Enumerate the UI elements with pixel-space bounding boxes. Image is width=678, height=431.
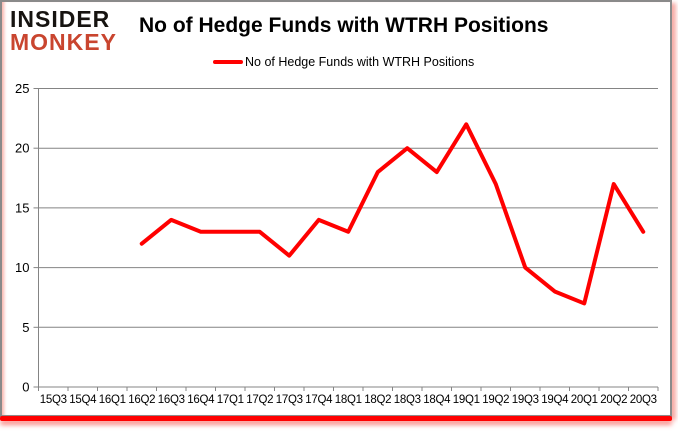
x-tick-label: 18Q4 (423, 394, 451, 406)
x-tick-label: 20Q1 (571, 394, 598, 406)
x-tick-label: 16Q4 (187, 394, 215, 406)
x-tick-label: 15Q3 (40, 394, 67, 406)
chart-title: No of Hedge Funds with WTRH Positions (139, 14, 549, 37)
x-tick-label: 17Q2 (246, 394, 273, 406)
x-tick-label: 17Q3 (276, 394, 303, 406)
y-tick-label: 20 (15, 141, 29, 156)
x-tick-label: 15Q4 (69, 394, 97, 406)
x-tick-label: 19Q4 (541, 394, 569, 406)
y-tick-label: 0 (22, 380, 29, 395)
series-line (139, 122, 646, 306)
x-tick-label: 16Q1 (99, 394, 126, 406)
legend-line-swatch (213, 59, 243, 65)
y-tick-label: 5 (22, 320, 29, 335)
y-tick-label: 25 (15, 81, 29, 96)
x-tick-label: 17Q4 (305, 394, 333, 406)
x-tick-label: 18Q2 (364, 394, 391, 406)
chart-card: 0 5 10 15 20 25 15Q3 15Q4 16Q1 16Q2 16Q3 16Q4 17Q1 17… (0, 0, 672, 417)
x-tick-label: 16Q3 (158, 394, 185, 406)
y-tick-label: 15 (15, 200, 29, 215)
x-tick-label: 17Q1 (217, 394, 244, 406)
logo-text-monkey: MONKEY (10, 28, 117, 55)
x-tick-label: 18Q3 (394, 394, 421, 406)
x-tick-label: 20Q3 (630, 394, 657, 406)
insider-monkey-logo: INSIDER MONKEY (10, 8, 117, 53)
bottom-red-accent-bar (0, 416, 672, 421)
legend-label: No of Hedge Funds with WTRH Positions (245, 55, 475, 69)
x-tick-label: 20Q2 (600, 394, 627, 406)
y-tick-label: 10 (15, 260, 29, 275)
legend: No of Hedge Funds with WTRH Positions (213, 55, 474, 69)
x-tick-label: 19Q1 (453, 394, 480, 406)
x-tick-label: 19Q2 (482, 394, 509, 406)
x-tick-label: 16Q2 (128, 394, 155, 406)
logo-text-insider: INSIDER (10, 6, 111, 32)
x-tick-label: 19Q3 (512, 394, 539, 406)
x-tick-label: 18Q1 (335, 394, 362, 406)
